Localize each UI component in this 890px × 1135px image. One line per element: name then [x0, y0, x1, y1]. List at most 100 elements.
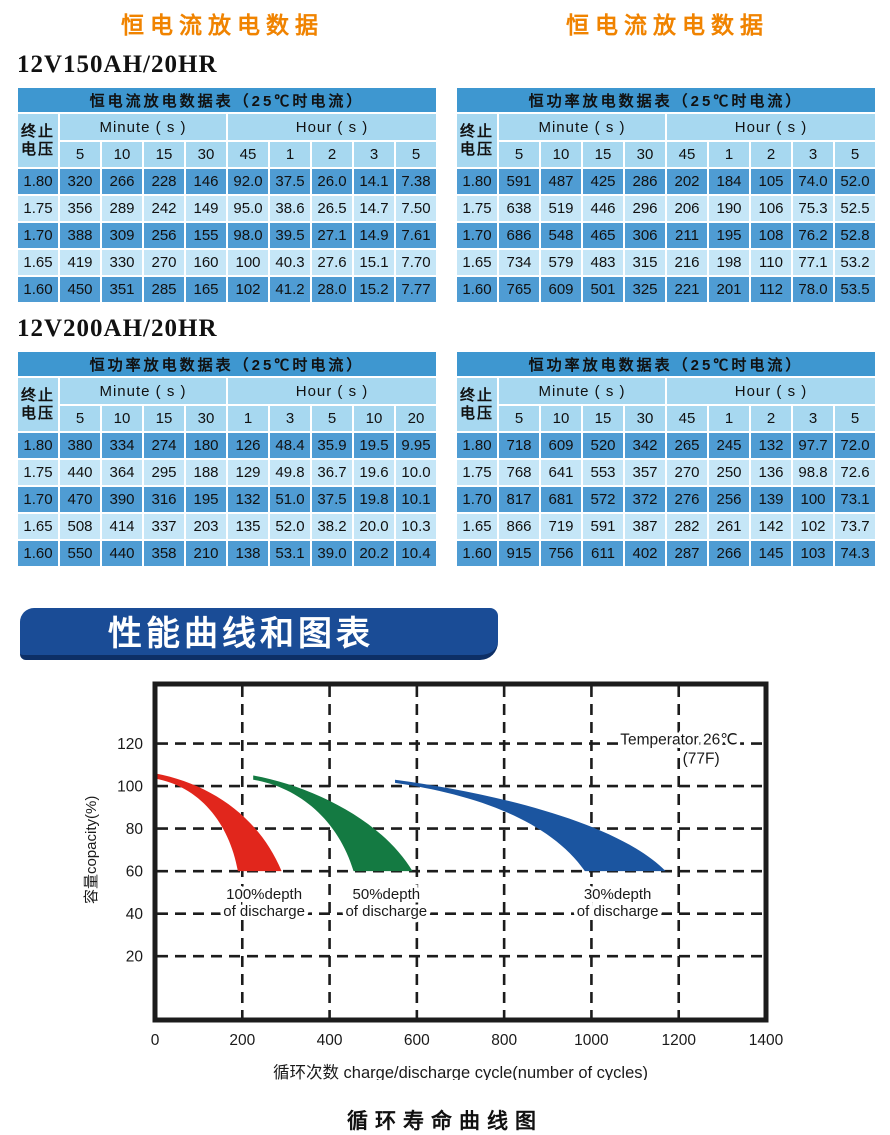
data-cell: 105 — [751, 169, 791, 194]
data-cell: 611 — [583, 541, 623, 566]
data-cell: 483 — [583, 250, 623, 275]
data-cell: 75.3 — [793, 196, 833, 221]
data-cell: 53.5 — [835, 277, 875, 302]
table-title: 恒功率放电数据表（25℃时电流） — [457, 88, 875, 112]
data-cell: 39.0 — [312, 541, 352, 566]
hour-col-header: 2 — [312, 142, 352, 167]
data-cell: 95.0 — [228, 196, 268, 221]
data-cell: 718 — [499, 433, 539, 458]
data-cell: 579 — [541, 250, 581, 275]
data-cell: 446 — [583, 196, 623, 221]
hour-group-header: Hour ( s ) — [667, 378, 875, 404]
minute-group-header: Minute ( s ) — [60, 378, 226, 404]
cycle-curve — [395, 779, 666, 872]
x-tick-label: 1000 — [574, 1032, 609, 1049]
data-cell: 325 — [625, 277, 665, 302]
data-cell: 202 — [667, 169, 707, 194]
data-cell: 97.7 — [793, 433, 833, 458]
data-cell: 9.95 — [396, 433, 436, 458]
depth-label-line2: of discharge — [577, 903, 659, 920]
data-cell: 10.0 — [396, 460, 436, 485]
discharge-table: 恒功率放电数据表（25℃时电流） 终止 电压 Minute ( s ) Hour ( s… — [455, 86, 877, 304]
page-title-right: 恒电流放电数据 — [566, 12, 769, 38]
data-cell: 145 — [751, 541, 791, 566]
data-cell: 74.0 — [793, 169, 833, 194]
data-cell: 92.0 — [228, 169, 268, 194]
table-row: 1.75 638 519 446 296 206 190 106 75.3 52.5 — [457, 196, 875, 221]
table-title: 恒电流放电数据表（25℃时电流） — [18, 88, 436, 112]
data-cell: 245 — [709, 433, 749, 458]
table-row: 1.70 470 390 316 195 132 51.0 37.5 19.8 10.1 — [18, 487, 436, 512]
depth-label-line1: 100%depth — [226, 886, 302, 903]
voltage-header: 终止 电压 — [457, 378, 497, 431]
discharge-table: 恒功率放电数据表（25℃时电流） 终止 电压 Minute ( s ) Hour ( s… — [455, 350, 877, 568]
data-cell: 190 — [709, 196, 749, 221]
table-row: 1.75 768 641 553 357 270 250 136 98.8 72.6 — [457, 460, 875, 485]
data-cell: 357 — [625, 460, 665, 485]
data-cell: 139 — [751, 487, 791, 512]
table-row: 1.80 718 609 520 342 265 245 132 97.7 72.0 — [457, 433, 875, 458]
data-cell: 160 — [186, 250, 226, 275]
data-cell: 136 — [751, 460, 791, 485]
data-cell: 106 — [751, 196, 791, 221]
data-cell: 35.9 — [312, 433, 352, 458]
data-cell: 265 — [667, 433, 707, 458]
data-cell: 256 — [709, 487, 749, 512]
data-cell: 337 — [144, 514, 184, 539]
data-cell: 296 — [625, 196, 665, 221]
data-cell: 100 — [228, 250, 268, 275]
data-cell: 440 — [102, 541, 142, 566]
hour-col-header: 1 — [270, 142, 310, 167]
cycle-life-chart-area: 100%depth of discharge 50%depth of discharg… — [60, 670, 890, 1085]
table-row: 1.75 440 364 295 188 129 49.8 36.7 19.6 10.0 — [18, 460, 436, 485]
hour-col-header: 3 — [793, 406, 833, 431]
data-cell: 487 — [541, 169, 581, 194]
data-cell: 142 — [751, 514, 791, 539]
data-cell: 402 — [625, 541, 665, 566]
table-200ah-constant-power-left: 恒功率放电数据表（25℃时电流） 终止 电压 Minute ( s ) Hour ( s… — [16, 350, 438, 568]
data-cell: 14.9 — [354, 223, 394, 248]
data-cell: 228 — [144, 169, 184, 194]
page-header: 恒电流放电数据 恒电流放电数据 — [0, 0, 890, 40]
data-cell: 201 — [709, 277, 749, 302]
x-tick-label: 400 — [317, 1032, 343, 1049]
table-row: 1.80 591 487 425 286 202 184 105 74.0 52.0 — [457, 169, 875, 194]
data-cell: 356 — [60, 196, 100, 221]
data-cell: 216 — [667, 250, 707, 275]
data-cell: 7.50 — [396, 196, 436, 221]
data-cell: 686 — [499, 223, 539, 248]
table-200ah-constant-power-right: 恒功率放电数据表（25℃时电流） 终止 电压 Minute ( s ) Hour ( s… — [455, 350, 877, 568]
data-cell: 112 — [751, 277, 791, 302]
section-title-150ah: 12V150AH/20HR — [17, 51, 218, 78]
data-cell: 10.1 — [396, 487, 436, 512]
data-cell: 309 — [102, 223, 142, 248]
minute-col-header: 15 — [583, 142, 623, 167]
temperature-annotation-f: (77F) — [683, 750, 720, 767]
minute-col-header: 30 — [186, 142, 226, 167]
hour-col-header: 3 — [354, 142, 394, 167]
data-cell: 342 — [625, 433, 665, 458]
data-cell: 287 — [667, 541, 707, 566]
data-cell: 390 — [102, 487, 142, 512]
data-cell: 19.5 — [354, 433, 394, 458]
data-cell: 36.7 — [312, 460, 352, 485]
data-cell: 372 — [625, 487, 665, 512]
data-cell: 98.0 — [228, 223, 268, 248]
data-cell: 388 — [60, 223, 100, 248]
data-cell: 52.0 — [835, 169, 875, 194]
x-tick-label: 200 — [229, 1032, 255, 1049]
x-tick-label: 0 — [151, 1032, 160, 1049]
data-cell: 41.2 — [270, 277, 310, 302]
data-cell: 78.0 — [793, 277, 833, 302]
data-cell: 768 — [499, 460, 539, 485]
data-cell: 638 — [499, 196, 539, 221]
data-cell: 915 — [499, 541, 539, 566]
data-cell: 52.5 — [835, 196, 875, 221]
data-cell: 146 — [186, 169, 226, 194]
data-cell: 180 — [186, 433, 226, 458]
data-cell: 520 — [583, 433, 623, 458]
y-tick-label: 120 — [117, 736, 143, 753]
x-tick-label: 1400 — [749, 1032, 784, 1049]
plot-frame — [152, 681, 769, 1023]
data-cell: 465 — [583, 223, 623, 248]
